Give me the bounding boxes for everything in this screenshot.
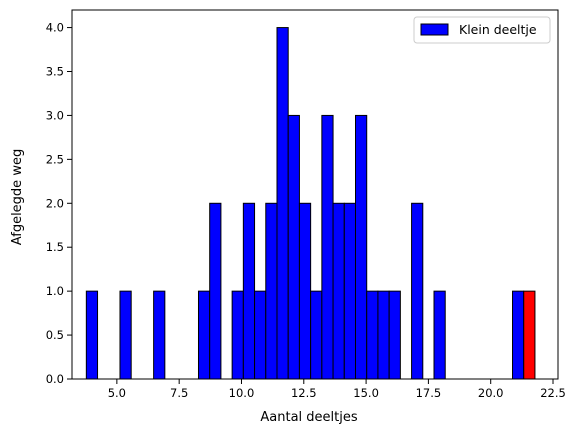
bars-group [85, 27, 536, 380]
bar [153, 290, 166, 380]
y-tick-label: 3.0 [46, 108, 64, 122]
x-tick-label: 22.5 [540, 386, 566, 400]
bar [332, 202, 345, 380]
y-tick-label: 0.0 [46, 372, 64, 386]
x-tick-label: 5.0 [108, 386, 126, 400]
y-tick-label: 2.0 [46, 196, 64, 210]
bar [119, 290, 132, 380]
y-tick-label: 0.5 [46, 328, 64, 342]
y-axis-label: Afgelegde weg [10, 149, 25, 245]
bar [433, 290, 446, 380]
y-tick-label: 4.0 [46, 21, 64, 35]
legend-label: Klein deeltje [459, 22, 537, 37]
x-tick-label: 7.5 [170, 386, 188, 400]
bar [321, 114, 334, 380]
x-tick-label: 17.5 [416, 386, 442, 400]
x-axis-label: Aantal deeltjes [260, 410, 357, 425]
bar [310, 290, 323, 380]
bar [377, 290, 390, 380]
y-tick-label: 2.5 [46, 152, 64, 166]
bar [209, 202, 222, 380]
bar [388, 290, 401, 380]
y-tick-label: 3.5 [46, 65, 64, 79]
bar [231, 290, 244, 380]
x-tick-label: 15.0 [353, 386, 379, 400]
y-tick-label: 1.5 [46, 240, 64, 254]
bar [287, 114, 300, 380]
bar [85, 290, 99, 380]
bar [411, 202, 424, 380]
bar [512, 290, 525, 380]
ticks-group: 5.0 7.5 10.0 12.5 15.0 17.5 20.0 22.5 0.0 0.5 1.0 1… [46, 21, 566, 400]
plot-frame [71, 9, 559, 380]
legend: Klein deeltje [413, 16, 551, 44]
x-tick-label: 20.0 [478, 386, 504, 400]
bar [242, 202, 256, 380]
bar [298, 202, 312, 380]
bar [523, 290, 536, 380]
bar [265, 202, 278, 380]
x-tick-label: 12.5 [291, 386, 317, 400]
legend-swatch [420, 23, 449, 36]
y-tick-label: 1.0 [46, 284, 64, 298]
bar [343, 202, 356, 380]
bar [355, 114, 368, 380]
bar [197, 290, 211, 380]
bar [276, 27, 289, 380]
bar [366, 290, 379, 380]
bar [254, 290, 267, 380]
axes-group [71, 9, 559, 380]
x-tick-label: 10.0 [229, 386, 255, 400]
